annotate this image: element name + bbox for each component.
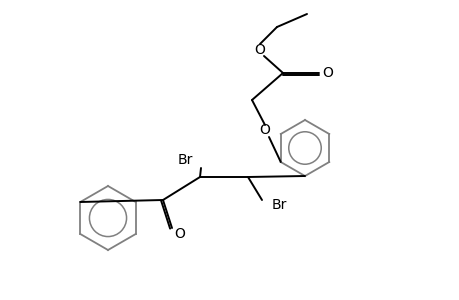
Text: O: O	[254, 43, 265, 57]
Text: Br: Br	[271, 198, 287, 212]
Text: O: O	[174, 227, 185, 241]
Text: O: O	[322, 66, 333, 80]
Text: O: O	[259, 123, 270, 137]
Text: Br: Br	[177, 153, 193, 167]
